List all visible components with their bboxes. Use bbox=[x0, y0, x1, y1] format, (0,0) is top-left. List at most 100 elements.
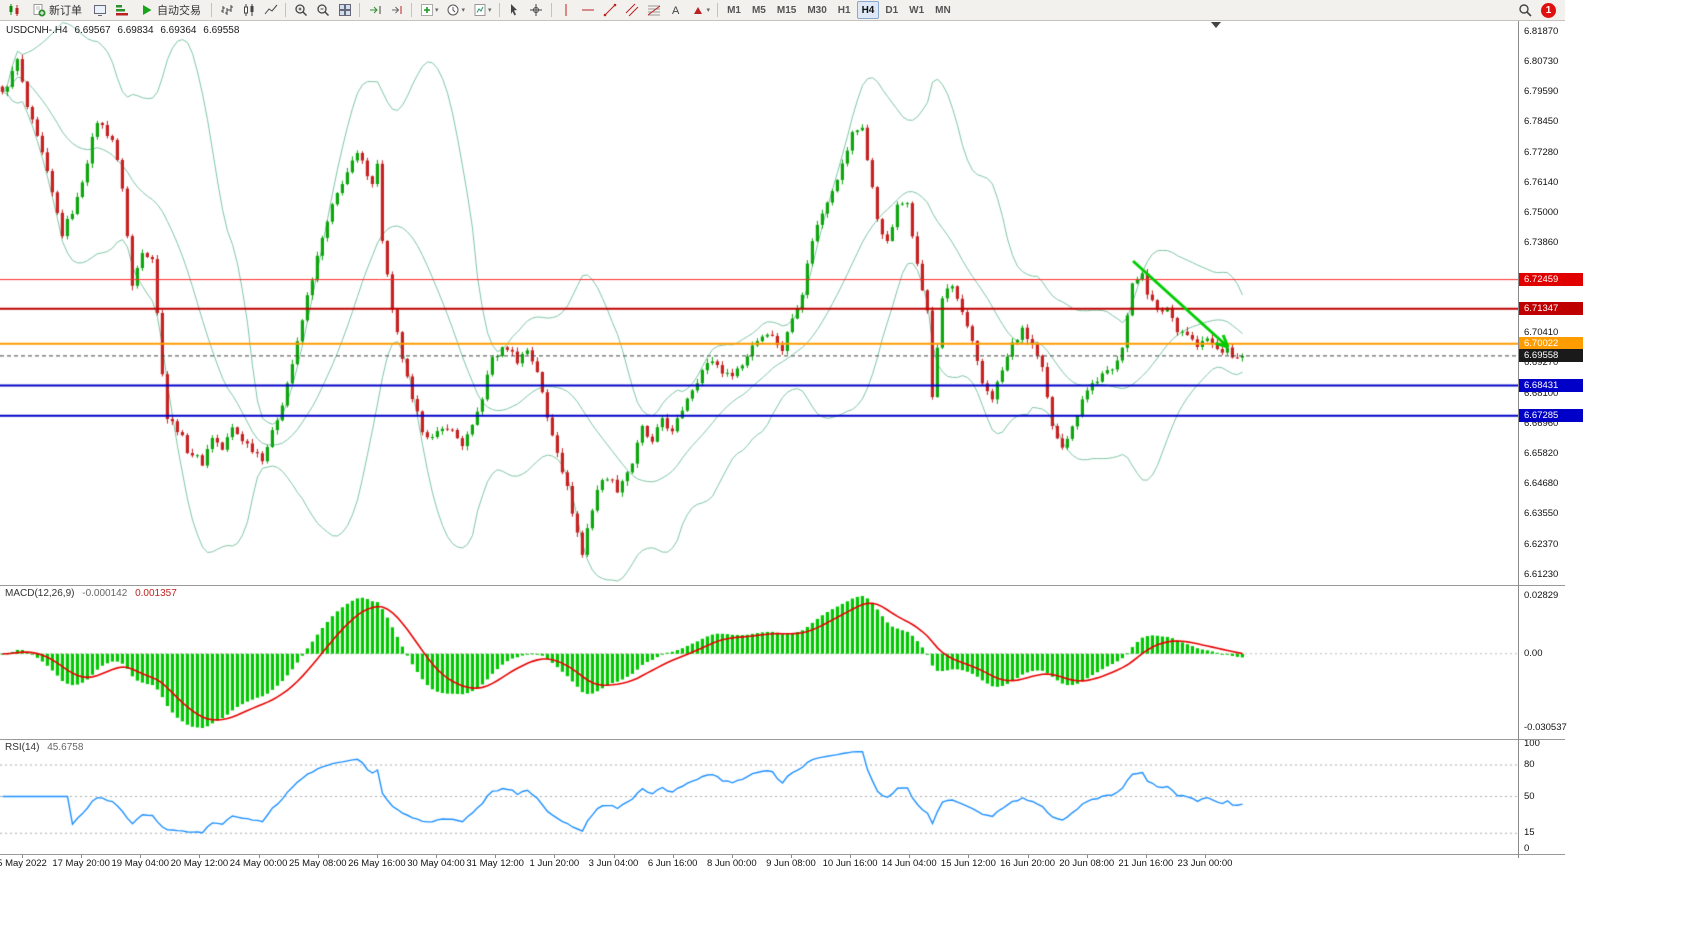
panel-separator[interactable] bbox=[0, 739, 1565, 740]
template-icon bbox=[472, 3, 487, 18]
price-tag: 6.67285 bbox=[1519, 409, 1583, 423]
time-axis-label: 14 Jun 04:00 bbox=[881, 858, 937, 869]
arrows-button[interactable]: ▾ bbox=[688, 1, 714, 19]
macd-signal-value: 0.001357 bbox=[135, 588, 177, 599]
panel-separator[interactable] bbox=[0, 585, 1565, 586]
price-axis-label: 6.64680 bbox=[1524, 478, 1559, 490]
high-value: 6.69834 bbox=[117, 25, 154, 36]
timeframe-h4[interactable]: H4 bbox=[856, 1, 880, 19]
rsi-axis-label: 15 bbox=[1524, 827, 1535, 839]
open-value: 6.69567 bbox=[74, 25, 111, 36]
chevron-down-icon: ▾ bbox=[435, 7, 439, 14]
time-axis-tick bbox=[968, 854, 970, 858]
macd-axis-label: 0.00 bbox=[1524, 647, 1543, 659]
symbol-period-label: USDCNH-.H4 bbox=[6, 25, 68, 36]
tile-windows-button[interactable] bbox=[334, 1, 355, 19]
price-axis-label: 6.81870 bbox=[1524, 26, 1559, 37]
toolbar-separator bbox=[498, 3, 500, 17]
chevron-down-icon: ▾ bbox=[706, 7, 711, 14]
macd-axis-label: -0.030537 bbox=[1524, 722, 1567, 733]
candles-icon bbox=[6, 3, 21, 18]
clock-icon bbox=[446, 3, 461, 18]
time-axis-line bbox=[0, 854, 1565, 855]
rsi-axis-label: 0 bbox=[1524, 843, 1530, 854]
tick-chart-button[interactable] bbox=[89, 1, 110, 19]
fibonacci-icon bbox=[647, 3, 662, 18]
price-axis-label: 6.73860 bbox=[1524, 236, 1559, 248]
timeframe-d1[interactable]: D1 bbox=[885, 4, 899, 16]
chart-shift-button[interactable] bbox=[386, 1, 407, 19]
time-axis-label: 8 Jun 00:00 bbox=[706, 858, 757, 869]
rsi-axis-label: 50 bbox=[1524, 790, 1535, 802]
time-axis-tick bbox=[140, 854, 142, 858]
price-axis-label: 6.78450 bbox=[1524, 115, 1559, 127]
time-axis-tick bbox=[199, 854, 201, 858]
chart-symbol-button[interactable] bbox=[3, 1, 24, 19]
timeframe-h1[interactable]: H1 bbox=[837, 4, 851, 16]
search-button[interactable] bbox=[1515, 1, 1536, 19]
price-axis-label: 6.79590 bbox=[1524, 85, 1559, 97]
time-axis-label: 31 May 12:00 bbox=[466, 858, 524, 869]
timeframe-m5[interactable]: M5 bbox=[751, 4, 766, 16]
timeframe-m15[interactable]: M15 bbox=[776, 4, 797, 16]
autotrading-button[interactable]: 自动交易 bbox=[133, 1, 207, 19]
hline-button[interactable] bbox=[578, 1, 599, 19]
price-axis-label: 6.65820 bbox=[1524, 448, 1559, 460]
timeframe-m30[interactable]: M30 bbox=[807, 4, 827, 16]
cursor-button[interactable] bbox=[504, 1, 525, 19]
text-button[interactable]: A bbox=[666, 1, 687, 19]
chevron-down-icon: ▾ bbox=[461, 7, 466, 14]
price-axis-label: 6.75000 bbox=[1524, 206, 1559, 218]
close-value: 6.69558 bbox=[203, 25, 240, 36]
line-chart-button[interactable] bbox=[260, 1, 281, 19]
bar-chart-button[interactable] bbox=[216, 1, 237, 19]
time-axis-tick bbox=[1145, 854, 1147, 858]
auto-scroll-icon bbox=[367, 3, 382, 18]
time-axis-tick bbox=[1027, 854, 1029, 858]
search-icon bbox=[1518, 3, 1533, 18]
auto-scroll-button[interactable] bbox=[364, 1, 385, 19]
timeframe-w1[interactable]: W1 bbox=[909, 4, 925, 16]
zoom-out-button[interactable] bbox=[312, 1, 333, 19]
time-axis-label: 6 Jun 16:00 bbox=[647, 858, 698, 869]
time-axis-label: 9 Jun 08:00 bbox=[766, 858, 816, 869]
monitor-icon bbox=[92, 3, 107, 18]
price-axis-label: 6.62370 bbox=[1524, 539, 1559, 550]
toolbar-separator bbox=[211, 3, 212, 17]
market-depth-button[interactable] bbox=[111, 1, 132, 19]
price-tag: 6.69558 bbox=[1519, 349, 1583, 363]
time-axis-tick bbox=[672, 854, 674, 858]
macd-panel-canvas[interactable] bbox=[0, 586, 1518, 738]
time-axis-tick bbox=[790, 854, 792, 858]
zoom-in-button[interactable] bbox=[290, 1, 311, 19]
hline-icon bbox=[581, 3, 596, 18]
templates-button[interactable]: ▾ bbox=[469, 1, 495, 19]
vline-button[interactable] bbox=[556, 1, 577, 19]
rsi-name: RSI(14) bbox=[5, 742, 40, 753]
macd-axis-label: 0.02829 bbox=[1524, 590, 1559, 601]
time-axis-label: 25 May 08:00 bbox=[288, 858, 347, 869]
candle-chart-button[interactable] bbox=[238, 1, 259, 19]
price-chart-canvas[interactable] bbox=[0, 21, 1518, 585]
timeframe-mn[interactable]: MN bbox=[935, 4, 951, 16]
price-axis-label: 6.69270 bbox=[1524, 357, 1559, 369]
crosshair-button[interactable] bbox=[526, 1, 547, 19]
fibonacci-button[interactable] bbox=[644, 1, 665, 19]
notifications-badge[interactable]: 1 bbox=[1541, 2, 1556, 18]
autotrade-icon bbox=[139, 3, 154, 18]
trendline-button[interactable] bbox=[600, 1, 621, 19]
timeframe-m1[interactable]: M1 bbox=[727, 4, 741, 16]
periods-button[interactable]: ▾ bbox=[443, 1, 469, 19]
rsi-axis-label: 80 bbox=[1524, 759, 1535, 770]
ohlc-overlay: USDCNH-.H4 6.69567 6.69834 6.69364 6.695… bbox=[6, 25, 243, 36]
chevron-down-icon: ▾ bbox=[488, 7, 492, 14]
channel-button[interactable] bbox=[622, 1, 643, 19]
indicators-button[interactable]: ▾ bbox=[416, 1, 442, 19]
rsi-panel-canvas[interactable] bbox=[0, 740, 1518, 853]
new-order-button[interactable]: 新订单 bbox=[25, 1, 88, 19]
vline-icon bbox=[559, 3, 574, 18]
time-axis-tick bbox=[376, 854, 378, 858]
time-axis-label: 1 Jun 20:00 bbox=[529, 858, 580, 869]
arrows-icon bbox=[691, 3, 706, 18]
time-axis-label: 3 Jun 04:00 bbox=[588, 858, 639, 869]
